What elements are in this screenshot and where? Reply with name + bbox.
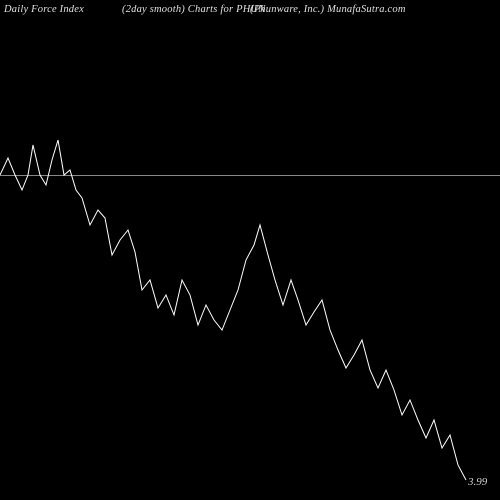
title-mid: (2day smooth) Charts for PHUN (122, 4, 265, 15)
title-right: (Phunware, Inc.) MunafaSutra.com (250, 4, 406, 15)
last-value-label: 3.99 (468, 476, 487, 488)
series-line (0, 140, 466, 480)
title-left: Daily Force Index (4, 4, 84, 15)
chart-area: 3.99 (0, 20, 500, 500)
force-index-line-chart (0, 20, 500, 500)
